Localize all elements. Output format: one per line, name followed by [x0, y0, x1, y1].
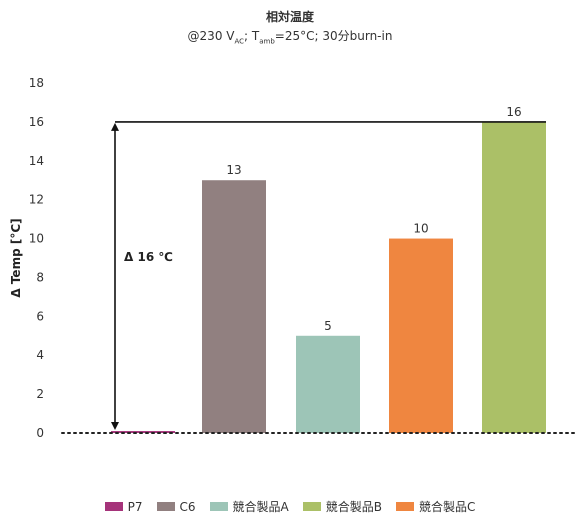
subtitle-mid: ; T	[244, 29, 260, 43]
y-tick-label: 12	[29, 193, 44, 207]
y-tick-label: 8	[36, 270, 44, 284]
legend-swatch	[395, 502, 414, 511]
legend-item: P7	[104, 499, 143, 514]
bar-C6	[202, 180, 266, 433]
subtitle-sub-amb: amb	[259, 37, 275, 46]
y-tick-label: 18	[29, 76, 44, 90]
chart-legend: P7 C6 競合製品A 競合製品B 競合製品C	[0, 498, 580, 515]
bar-競合製品B	[482, 121, 546, 433]
chart-subtitle: @230 VAC; Tamb=25°C; 30分burn-in	[0, 27, 580, 45]
legend-label: 競合製品C	[418, 500, 476, 514]
delta-annotation-label: Δ 16 ℃	[124, 250, 173, 264]
bar-競合製品C	[389, 238, 453, 433]
chart-title-block: 相対温度 @230 VAC; Tamb=25°C; 30分burn-in	[0, 8, 580, 45]
y-tick-label: 0	[36, 426, 44, 440]
bar-競合製品A	[296, 335, 360, 433]
legend-item: 競合製品A	[209, 498, 289, 515]
y-axis-label: Δ Temp [°C]	[9, 218, 23, 297]
delta-arrow-head-down-icon	[111, 422, 119, 430]
bar-P7	[111, 431, 175, 433]
y-tick-label: 4	[36, 348, 44, 362]
chart-title: 相対温度	[265, 10, 314, 24]
legend-label: P7	[127, 499, 143, 514]
legend-label: 競合製品B	[325, 500, 382, 514]
legend-label: 競合製品A	[232, 500, 289, 514]
y-tick-label: 6	[36, 309, 44, 323]
subtitle-suffix: =25°C; 30分burn-in	[274, 29, 393, 43]
legend-swatch	[156, 502, 175, 511]
y-tick-label: 2	[36, 387, 44, 401]
y-tick-label: 16	[29, 115, 44, 129]
legend-swatch	[104, 502, 123, 511]
subtitle-sub-ac: AC	[234, 37, 245, 46]
legend-item: 競合製品C	[395, 498, 476, 515]
legend-item: C6	[156, 499, 196, 514]
y-tick-label: 10	[29, 232, 44, 246]
y-tick-label: 14	[29, 154, 44, 168]
legend-swatch	[209, 502, 228, 511]
subtitle-prefix: @230 V	[187, 29, 235, 43]
legend-item: 競合製品B	[302, 498, 382, 515]
delta-arrow-head-up-icon	[111, 122, 119, 131]
bar-value-label: 13	[226, 163, 241, 177]
bar-value-label: 16	[506, 105, 521, 119]
legend-swatch	[302, 502, 321, 511]
bar-value-label: 10	[413, 222, 428, 236]
bar-value-label: 5	[324, 319, 332, 333]
legend-label: C6	[179, 499, 196, 514]
